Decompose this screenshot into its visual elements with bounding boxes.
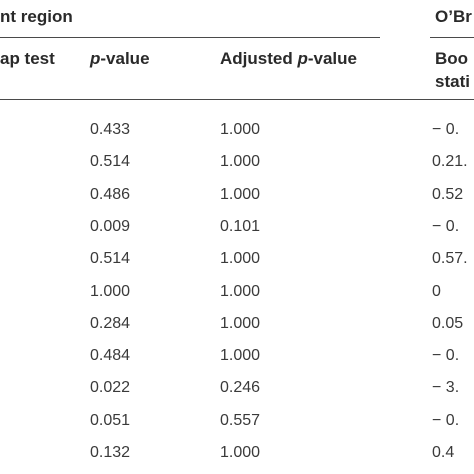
cell-adjusted-pvalue: 1.000 xyxy=(220,347,261,364)
cell-adjusted-pvalue: 0.246 xyxy=(220,379,261,396)
cell-right-statistic: 0.05 xyxy=(432,315,464,332)
cell-adjusted-pvalue: 1.000 xyxy=(220,250,261,267)
adjusted-suffix: -value xyxy=(307,49,357,68)
cell-right-statistic: − 0. xyxy=(432,121,460,138)
column-header-bootstrap-test: ap test xyxy=(0,49,55,68)
cell-adjusted-pvalue: 1.000 xyxy=(220,444,261,461)
cell-pvalue: 0.022 xyxy=(90,379,131,396)
cell-right-statistic: − 0. xyxy=(432,347,460,364)
cell-pvalue: 0.284 xyxy=(90,315,131,332)
column-header-pvalue: p-value xyxy=(90,48,150,70)
cell-pvalue: 0.484 xyxy=(90,347,131,364)
cell-adjusted-pvalue: 1.000 xyxy=(220,186,261,203)
cell-right-statistic: − 3. xyxy=(432,379,460,396)
group-rule-right xyxy=(430,37,474,38)
cell-right-statistic: 0 xyxy=(432,283,441,300)
header-rule xyxy=(0,99,474,100)
cell-pvalue: 0.514 xyxy=(90,153,131,170)
cell-pvalue: 0.009 xyxy=(90,218,131,235)
cell-right-statistic: 0.21. xyxy=(432,153,468,170)
cell-pvalue: 0.514 xyxy=(90,250,131,267)
pvalue-suffix: -value xyxy=(100,49,150,68)
cell-adjusted-pvalue: 1.000 xyxy=(220,283,261,300)
cell-right-statistic: 0.57. xyxy=(432,250,468,267)
adjusted-italic-p: p xyxy=(297,49,308,68)
cell-pvalue: 1.000 xyxy=(90,283,131,300)
cell-pvalue: 0.132 xyxy=(90,444,131,461)
cell-right-statistic: 0.52 xyxy=(432,186,464,203)
pvalue-italic-p: p xyxy=(90,49,101,68)
group-header-left: nt region xyxy=(0,7,73,26)
column-header-right-line1: Boo xyxy=(435,49,469,68)
adjusted-prefix: Adjusted xyxy=(220,49,298,68)
cell-pvalue: 0.433 xyxy=(90,121,131,138)
column-header-adjusted-pvalue: Adjusted p-value xyxy=(220,48,357,70)
group-rule-left xyxy=(0,37,380,38)
cell-right-statistic: 0.4 xyxy=(432,444,455,461)
group-header-right: O’Br xyxy=(435,7,472,26)
cell-pvalue: 0.051 xyxy=(90,412,131,429)
column-header-right-line2: stati xyxy=(435,72,470,91)
cell-adjusted-pvalue: 1.000 xyxy=(220,153,261,170)
cell-right-statistic: − 0. xyxy=(432,412,460,429)
cell-pvalue: 0.486 xyxy=(90,186,131,203)
cell-adjusted-pvalue: 0.557 xyxy=(220,412,261,429)
cell-right-statistic: − 0. xyxy=(432,218,460,235)
cell-adjusted-pvalue: 0.101 xyxy=(220,218,261,235)
cell-adjusted-pvalue: 1.000 xyxy=(220,315,261,332)
cell-adjusted-pvalue: 1.000 xyxy=(220,121,261,138)
